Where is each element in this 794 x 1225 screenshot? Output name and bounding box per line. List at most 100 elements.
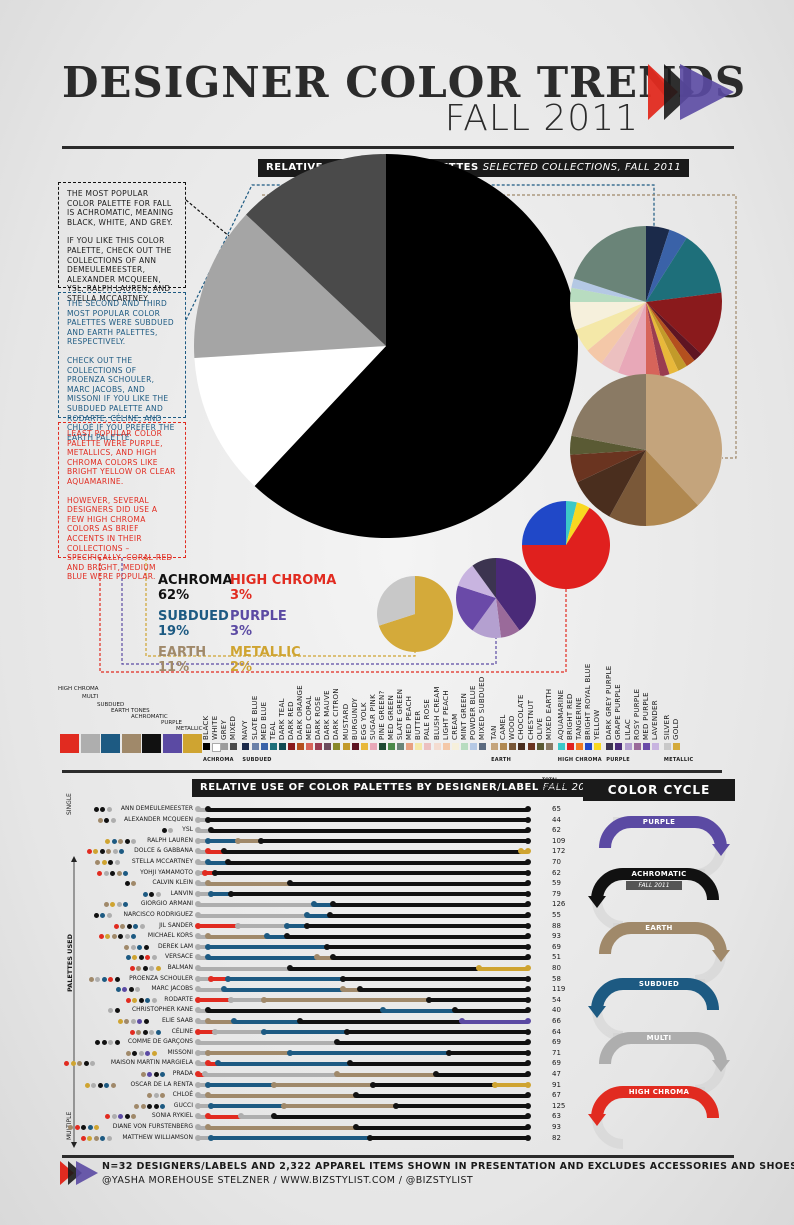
segment-node [204,1092,211,1099]
cycle-arrow-icon [712,950,730,962]
segment-node [353,1092,360,1099]
segment-node [525,943,531,950]
bar-segment [455,1008,528,1013]
palette-dot [132,1050,138,1056]
cycle-arrow-icon [588,896,606,908]
item-count: 69 [552,1038,561,1047]
segment-node [195,954,201,961]
bar-segment [214,871,528,876]
segment-node [204,1007,211,1014]
palette-dot [142,891,148,897]
palette-dot [106,913,112,918]
segment-node [204,1081,211,1088]
segment-node [270,1081,277,1088]
palette-dot [131,881,137,887]
segment-node [195,1007,201,1014]
cycle-arc-2 [599,922,727,955]
subdued-pie-slice-2 [646,237,722,302]
color-cycle-diagram [588,816,730,1149]
designer-name: GUCCI [173,1101,193,1109]
bar-segment [207,1008,383,1013]
segment-node [204,1049,211,1056]
palette-dot [123,902,129,908]
palette-dot [130,1019,136,1024]
bar-segment [198,860,208,865]
bar-segment [198,913,307,918]
color-swatch-label: DARK ORANGE [296,685,304,740]
segment-node [208,1102,215,1109]
palette-dot [131,838,137,844]
designer-name: ALEXANDER MCQUEEN [124,815,193,823]
bar-segment [300,1019,462,1024]
segment-node [195,1124,201,1130]
segment-node [211,869,218,876]
color-swatch [324,743,332,750]
color-swatch-label: MED PURPLE [641,692,650,740]
swatch-group-caption: ACHROMA [203,757,234,763]
segment-node [287,1049,294,1056]
arrow-logo-icon [648,64,734,120]
palette-dot [128,987,134,993]
bar-segment [333,902,528,907]
segment-node [303,912,310,918]
main-pie [194,154,578,539]
segment-node [204,1124,211,1130]
color-swatch [663,743,671,750]
note-least-popular: LEAST POPULAR COLOR PALETTE WERE PURPLE,… [58,422,186,581]
color-swatch [585,743,593,750]
cycle-arrow-icon [588,1006,606,1018]
segment-node [525,1102,531,1109]
color-swatch-label: NAVY [241,720,250,740]
subdued-pie-slice-14 [570,302,646,330]
designer-name: YSL [182,826,193,834]
item-count: 59 [552,879,561,888]
color-swatch-label: MINT GREEN [459,692,468,740]
palette-dot [90,1061,96,1067]
palette-dot [136,1029,142,1035]
color-swatch-label: DARK RED [286,701,295,740]
palette-dot [103,870,109,876]
segment-node [343,1028,350,1035]
color-swatch [651,743,659,750]
segment-node [346,1060,353,1067]
palette-dot [64,1061,70,1067]
cycle-arrow-icon [712,844,730,856]
palette-dot [129,966,135,971]
bar-segment [198,1125,208,1130]
connector-metallic [145,558,416,657]
segment-node [353,1124,360,1130]
cycle-step-label: MULTI [646,1034,672,1042]
segment-node [195,943,201,950]
color-swatch [406,743,414,750]
color-swatch-label: SLATE BLUE [250,695,259,740]
color-swatch [606,743,614,750]
segment-node [445,1049,452,1056]
segment-node [208,1134,215,1141]
color-swatch-label: GRAPE PURPLE [614,683,623,740]
subdued-pie-slice-9 [646,302,661,378]
cycle-step-label: SUBDUED [638,980,680,988]
palette-dot [118,1114,124,1120]
bar-segment [198,871,205,876]
palette-dot [143,1019,149,1024]
bar-segment [207,955,317,960]
segment-node [525,933,531,940]
item-count: 62 [552,826,561,835]
segment-node [525,965,531,971]
item-count: 62 [552,868,561,877]
palette-dot [108,976,114,982]
segment-node [333,1071,340,1077]
segment-node [204,848,211,855]
segment-node [525,827,531,834]
color-swatch-label: LAVENDER [650,700,659,740]
palette-dot [112,849,118,855]
bar-segment [396,1104,528,1109]
palette-dot [97,1082,103,1088]
palette-dot [80,1135,86,1141]
palette-dot [117,1019,123,1024]
color-swatch-label: MED GREEN [387,694,395,740]
segment-node [525,975,531,982]
color-swatch [351,743,359,750]
bar-segment [227,977,344,982]
legend-purple: PURPLE 3% [230,609,287,639]
